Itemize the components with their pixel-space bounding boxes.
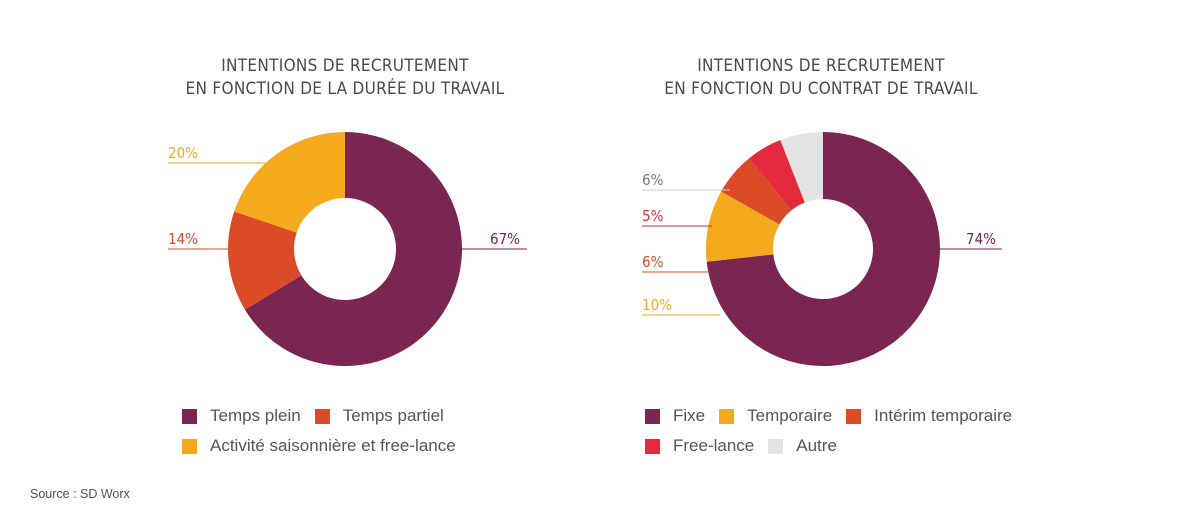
legend-swatch xyxy=(314,408,330,424)
donut-chart-duree: 67% 14% 20% xyxy=(168,132,527,366)
data-label: 10% xyxy=(642,296,672,314)
data-label: 14% xyxy=(168,230,198,248)
slice-autre xyxy=(780,132,823,203)
legend-swatch xyxy=(719,408,735,424)
chart-title-right: INTENTIONS DE RECRUTEMENT EN FONCTION DU… xyxy=(621,55,1021,101)
legend-item: Fixe xyxy=(645,406,705,426)
slice-temporaire xyxy=(706,191,780,262)
legend-swatch xyxy=(846,408,862,424)
legend-swatch xyxy=(182,408,197,424)
legend-label: Autre xyxy=(796,436,837,455)
legend-label: Temporaire xyxy=(747,406,833,425)
legend-item: Activité saisonnière et free-lance xyxy=(182,436,456,456)
legend-row: Temps plein Temps partiel xyxy=(182,401,470,431)
legend-item: Autre xyxy=(768,436,837,456)
legend-swatch xyxy=(645,438,660,454)
legend-label: Temps plein xyxy=(210,406,301,425)
data-label: 6% xyxy=(642,253,664,271)
legend-duree: Temps plein Temps partiel Activité saisonn… xyxy=(182,401,470,461)
legend-item: Temps partiel xyxy=(314,406,444,426)
legend-row: Activité saisonnière et free-lance xyxy=(182,431,470,461)
chart-title-left: INTENTIONS DE RECRUTEMENT EN FONCTION DE… xyxy=(145,55,545,101)
legend-label: Activité saisonnière et free-lance xyxy=(210,436,456,455)
data-label: 67% xyxy=(490,230,520,248)
chart-title-right-line-1: INTENTIONS DE RECRUTEMENT xyxy=(697,56,945,76)
legend-label: Intérim temporaire xyxy=(874,406,1013,425)
legend-item: Free-lance xyxy=(645,436,754,456)
legend-label: Free-lance xyxy=(673,436,755,455)
legend-item: Intérim temporaire xyxy=(846,406,1012,426)
source-note: Source : SD Worx xyxy=(30,487,130,501)
legend-item: Temps plein xyxy=(182,406,301,426)
data-label: 6% xyxy=(642,171,664,189)
donut-chart-contrat: 74% 10% 6% 5% 6% xyxy=(642,132,1002,366)
legend-row: Fixe Temporaire Intérim temporaire xyxy=(645,401,1026,431)
chart-title-right-line-2: EN FONCTION DU CONTRAT DE TRAVAIL xyxy=(664,79,978,99)
slice-activit-saisonni-re-et-free-lance xyxy=(234,132,345,233)
legend-swatch xyxy=(645,408,660,424)
data-label: 20% xyxy=(168,144,198,162)
slice-fixe xyxy=(706,132,941,366)
legend-row: Free-lance Autre xyxy=(645,431,1026,461)
data-label: 74% xyxy=(966,230,996,248)
slice-free-lance xyxy=(749,140,805,211)
legend-contrat: Fixe Temporaire Intérim temporaire Free-lan… xyxy=(645,401,1026,461)
slice-temps-plein xyxy=(244,132,462,366)
legend-label: Temps partiel xyxy=(342,406,444,425)
legend-swatch xyxy=(768,438,784,454)
legend-swatch xyxy=(182,438,197,454)
chart-title-left-line-1: INTENTIONS DE RECRUTEMENT xyxy=(221,56,469,76)
data-label: 5% xyxy=(642,207,664,225)
slice-temps-partiel xyxy=(227,211,302,310)
legend-item: Temporaire xyxy=(719,406,832,426)
legend-label: Fixe xyxy=(673,406,706,425)
slice-int-rim-temporaire xyxy=(721,158,792,225)
chart-title-left-line-2: EN FONCTION DE LA DURÉE DU TRAVAIL xyxy=(185,79,505,99)
